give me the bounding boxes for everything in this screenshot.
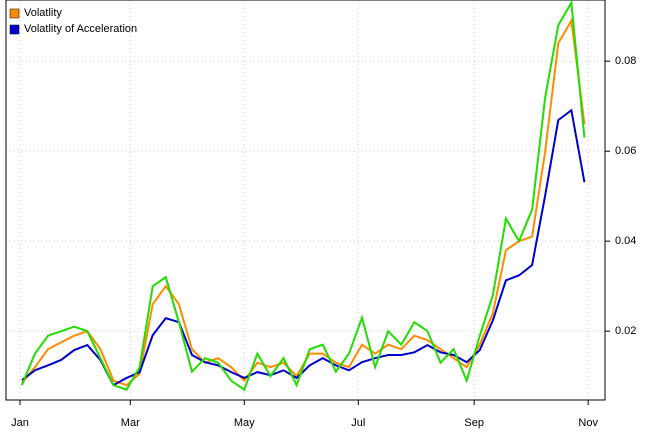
series-line — [21, 108, 586, 387]
legend-swatch — [9, 24, 20, 35]
series-line — [21, 17, 586, 387]
y-tick-label: 0.04 — [615, 235, 636, 247]
y-tick-label: 0.02 — [615, 325, 636, 337]
y-tick-label: 0.06 — [615, 145, 636, 157]
y-tick-label: 0.08 — [615, 55, 636, 67]
x-tick-label: Mar — [121, 417, 140, 429]
legend-label: Volatlity — [24, 7, 62, 19]
x-tick-label: May — [234, 417, 255, 429]
x-tick-label: Jul — [351, 417, 365, 429]
series-line — [20, 0, 586, 392]
plot-frame — [5, 0, 606, 401]
x-tick-label: Jan — [11, 417, 29, 429]
legend-swatch — [9, 8, 20, 19]
x-tick-label: Nov — [578, 417, 598, 429]
x-tick-label: Sep — [464, 417, 484, 429]
legend-label: Volatlity of Acceleration — [24, 23, 137, 35]
